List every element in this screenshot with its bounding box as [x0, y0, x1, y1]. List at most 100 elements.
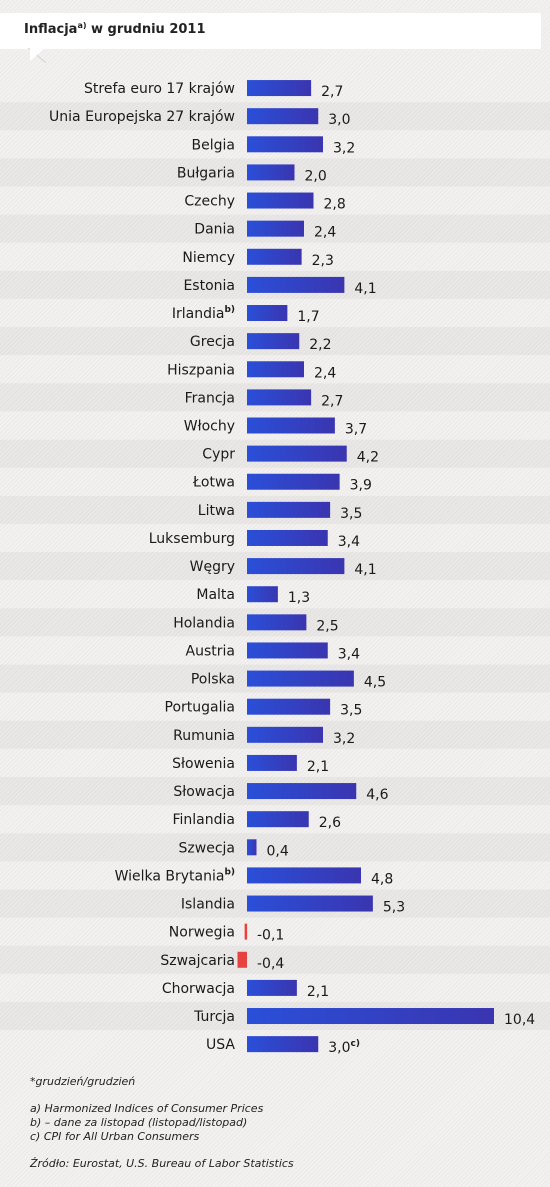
title-main: Inflacja [24, 22, 78, 37]
bar [247, 305, 288, 322]
bar [247, 417, 335, 434]
value-label: 3,9 [350, 478, 372, 494]
category-label: Strefa euro 17 krajów [84, 81, 235, 97]
bar [247, 220, 304, 237]
footnotes: *grudzień/grudzień a) Harmonized Indices… [30, 1075, 294, 1171]
category-label: Finlandia [173, 812, 236, 828]
category-label: Norwegia [169, 925, 235, 941]
title-callout-tail [30, 49, 44, 61]
category-label: Węgry [190, 559, 235, 575]
bar [247, 473, 340, 490]
value-label: 2,8 [324, 197, 346, 213]
category-label: Belgia [192, 137, 235, 153]
bar [247, 192, 314, 209]
category-label: Cypr [202, 447, 235, 463]
bar [247, 867, 361, 884]
bars [237, 80, 494, 1053]
value-label: 3,0 [328, 112, 350, 128]
category-label: Islandia [181, 897, 235, 913]
footnote-b: b) – dane za listopad (listopad/listopad… [30, 1116, 248, 1129]
category-label: Rumunia [173, 728, 235, 744]
value-label: -0,4 [257, 956, 284, 972]
value-label: 1,3 [288, 590, 310, 606]
value-label: 2,3 [312, 253, 334, 269]
value-label: 4,5 [364, 675, 386, 691]
footnote-a: a) Harmonized Indices of Consumer Prices [30, 1102, 264, 1115]
bar [237, 951, 247, 968]
chart-title: Inflacjaa) w grudniu 2011 [0, 13, 541, 49]
bar [247, 783, 357, 800]
value-label: 10,4 [504, 1012, 535, 1028]
category-label: Szwecja [179, 840, 235, 856]
category-label: Hiszpania [167, 362, 235, 378]
value-label: 5,3 [383, 900, 405, 916]
bar [247, 642, 328, 659]
category-label: Turcja [193, 1009, 235, 1025]
category-label: Niemcy [182, 250, 235, 266]
bar [247, 979, 297, 996]
value-label: 2,5 [316, 618, 338, 634]
category-label: USA [206, 1037, 235, 1053]
bar-chart: Strefa euro 17 krajów Unia Europejska 27 … [49, 80, 535, 1056]
bar [244, 923, 248, 940]
value-label: 4,6 [366, 787, 388, 803]
bar [247, 361, 304, 378]
bar [247, 895, 373, 912]
category-label: Austria [186, 643, 235, 659]
value-label: 4,8 [371, 871, 393, 887]
bar [247, 586, 278, 603]
category-label: Francja [185, 390, 235, 406]
value-label: 2,7 [321, 84, 343, 100]
bar [247, 726, 323, 743]
bar [247, 614, 307, 631]
bar [247, 248, 302, 265]
value-label: 2,6 [319, 815, 341, 831]
bar [247, 811, 309, 828]
bar [247, 389, 312, 406]
value-label: 2,1 [307, 759, 329, 775]
category-label: Bułgaria [177, 165, 235, 181]
value-label: 2,0 [305, 168, 327, 184]
value-label: 2,2 [309, 337, 331, 353]
category-label: Litwa [198, 503, 235, 519]
bar [247, 108, 319, 125]
bar [247, 501, 331, 518]
footnote-source: Źródło: Eurostat, U.S. Bureau of Labor S… [30, 1157, 294, 1170]
category-label: Unia Europejska 27 krajów [49, 109, 235, 125]
category-label: Grecja [190, 334, 235, 350]
bar [247, 276, 345, 293]
value-label: 1,7 [297, 309, 319, 325]
bar [247, 80, 312, 97]
bar [247, 445, 347, 462]
category-label: Polska [191, 672, 235, 688]
bar [247, 529, 328, 546]
value-label: 4,2 [357, 450, 379, 466]
value-label: 4,1 [354, 281, 376, 297]
category-label: Estonia [183, 278, 235, 294]
bar [247, 558, 345, 575]
value-labels: 2,73,03,22,02,82,42,34,11,72,22,42,73,74… [257, 84, 535, 1056]
category-labels: Strefa euro 17 krajów Unia Europejska 27 … [49, 81, 235, 1053]
category-label: Szwajcaria [160, 953, 235, 969]
value-label: 3,2 [333, 731, 355, 747]
value-label: 0,4 [267, 843, 289, 859]
value-label: 3,4 [338, 646, 360, 662]
title-sup: a) [77, 21, 87, 30]
bar [247, 1036, 319, 1053]
category-label: Irlandiab) [172, 305, 235, 322]
value-label: 2,1 [307, 984, 329, 1000]
bar [247, 754, 297, 771]
value-label: 3,0c) [328, 1039, 360, 1056]
value-label: 2,7 [321, 393, 343, 409]
value-label: 2,4 [314, 365, 336, 381]
value-label: 3,2 [333, 140, 355, 156]
value-label: 3,4 [338, 534, 360, 550]
value-label: 3,5 [340, 703, 362, 719]
footnote-asterisk: *grudzień/grudzień [30, 1075, 136, 1088]
category-label: Słowenia [172, 756, 235, 772]
category-label: Wielka Brytaniab) [115, 867, 235, 884]
title-rest: w grudniu 2011 [86, 22, 206, 37]
bar [247, 1008, 494, 1025]
category-label: Dania [194, 222, 235, 238]
value-label: 4,1 [354, 562, 376, 578]
